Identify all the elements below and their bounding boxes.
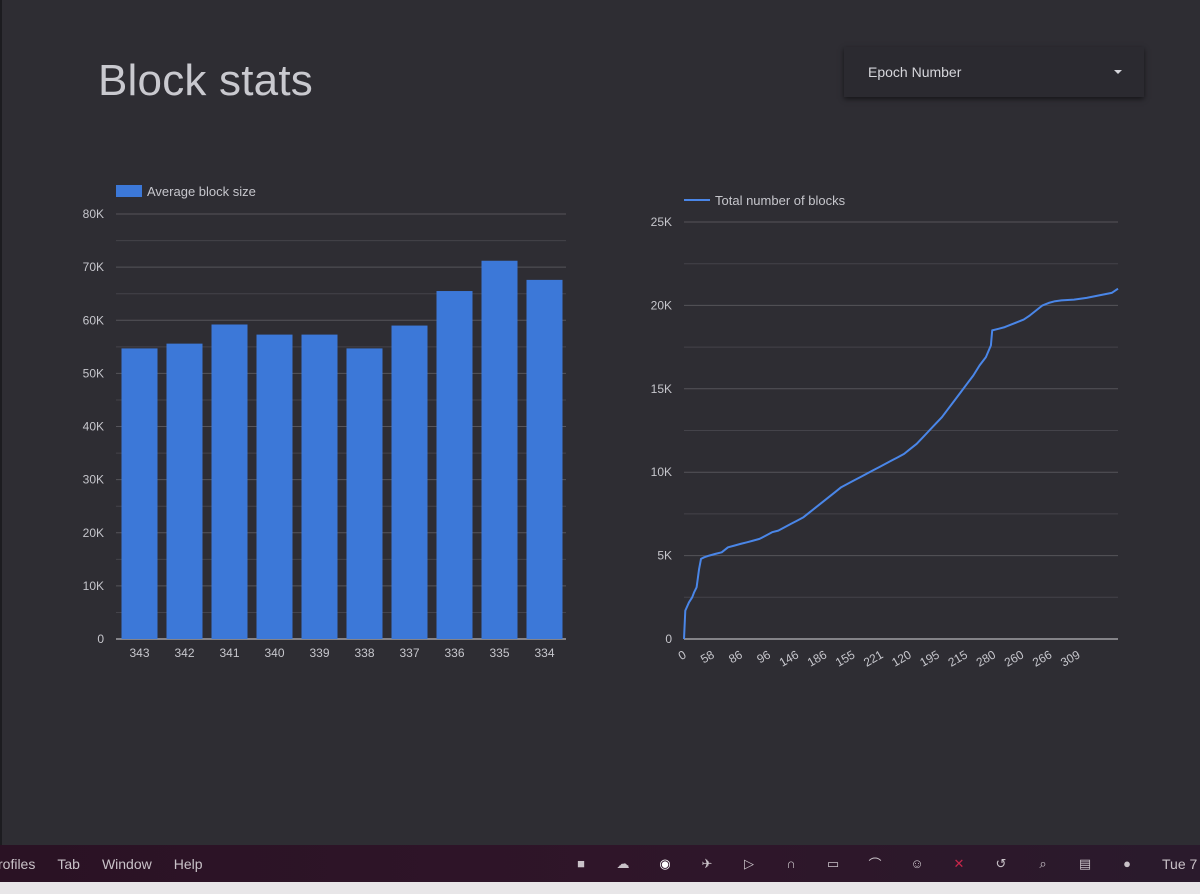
x-tick-label: 215	[946, 647, 971, 669]
x-tick-label: 96	[754, 647, 773, 666]
x-tick-label: 334	[534, 646, 554, 660]
bar[interactable]	[121, 348, 158, 639]
legend-label: Average block size	[147, 184, 256, 199]
y-tick-label: 10K	[83, 579, 104, 593]
x-tick-label: 58	[698, 647, 717, 666]
y-tick-label: 10K	[651, 465, 672, 479]
y-tick-label: 60K	[83, 313, 104, 327]
rocket-icon[interactable]: ✈	[701, 855, 713, 871]
charts-canvas: 0 10K 20K 30K 40K 50K 60K 70K 80K 343 342 341 340 339…	[83, 184, 1119, 670]
cloud-sync-icon[interactable]: ☁	[616, 855, 630, 871]
menu-item-rofiles[interactable]: rofiles	[0, 855, 36, 872]
caret-down-icon	[1114, 70, 1122, 74]
status-tray: ■ ☁ ◉ ✈ ▷ ∩ ▭ ⌒ ☺ ✕ ↺ ⌕ ▤ ●	[560, 854, 1148, 873]
eye-icon[interactable]: ◉	[659, 855, 671, 871]
bar[interactable]	[166, 343, 203, 639]
x-tick-label: 146	[777, 647, 802, 669]
bar-chart: 0 10K 20K 30K 40K 50K 60K 70K 80K 343 342 341 340 339…	[83, 184, 566, 660]
macos-menubar: rofiles Tab Window Help ■ ☁ ◉ ✈ ▷ ∩ ▭ ⌒ ☺ ✕ ↺ ⌕ ▤ ● Tue …	[0, 845, 1200, 882]
y-tick-label: 0	[665, 632, 672, 646]
headphones-icon[interactable]: ∩	[786, 856, 796, 871]
x-tick-label: 155	[833, 647, 858, 669]
epoch-dropdown-label: Epoch Number	[868, 64, 962, 80]
menu-item-tab[interactable]: Tab	[57, 855, 80, 872]
bar[interactable]	[391, 325, 428, 639]
y-tick-label: 50K	[83, 366, 104, 380]
y-tick-label: 30K	[83, 473, 104, 487]
bar[interactable]	[526, 279, 563, 639]
menu-item-window[interactable]: Window	[101, 855, 152, 872]
y-tick-label: 0	[97, 632, 104, 646]
x-tick-label: 342	[174, 646, 194, 660]
bar[interactable]	[256, 334, 293, 639]
menu-item-help[interactable]: Help	[173, 855, 203, 872]
x-tick-label: 337	[399, 646, 419, 660]
x-tick-label: 336	[444, 646, 464, 660]
x-tick-label: 86	[726, 647, 745, 666]
x-tick-label: 120	[889, 647, 914, 669]
user-icon[interactable]: ☺	[910, 856, 924, 871]
wifi-icon[interactable]: ⌒	[868, 857, 882, 872]
x-tick-label: 338	[354, 646, 374, 660]
bar[interactable]	[211, 324, 248, 640]
x-tick-label: 0	[676, 647, 689, 663]
window-edge	[0, 0, 2, 845]
x-tick-label: 221	[861, 647, 886, 669]
series-line[interactable]	[683, 287, 1119, 640]
shield-icon[interactable]: ■	[577, 856, 585, 871]
bar[interactable]	[481, 260, 518, 639]
y-tick-label: 5K	[657, 549, 672, 563]
bar[interactable]	[436, 291, 473, 639]
menubar-clock[interactable]: Tue 7	[1162, 855, 1198, 872]
legend-label: Total number of blocks	[715, 193, 846, 208]
y-tick-label: 20K	[83, 526, 104, 540]
bottom-strip	[0, 882, 1200, 894]
x-tick-label: 335	[489, 646, 509, 660]
y-tick-label: 20K	[651, 298, 672, 312]
flag-icon[interactable]: ✕	[953, 855, 965, 871]
y-tick-label: 25K	[651, 215, 672, 229]
x-tick-label: 340	[264, 646, 284, 660]
control-center-icon[interactable]: ▤	[1078, 855, 1092, 871]
legend-swatch	[116, 185, 142, 197]
y-tick-label: 80K	[83, 207, 104, 221]
siri-icon[interactable]: ●	[1123, 856, 1131, 871]
bar[interactable]	[301, 334, 338, 639]
x-tick-label: 343	[129, 646, 149, 660]
x-tick-label: 195	[917, 647, 942, 669]
line-chart: 0 5K 10K 15K 20K 25K 0 58 86 96 146 186 155 221 120 195…	[651, 193, 1119, 670]
x-tick-label: 260	[1002, 647, 1027, 669]
y-tick-label: 70K	[83, 260, 104, 274]
battery-icon[interactable]: ▭	[826, 855, 840, 871]
x-tick-label: 266	[1030, 647, 1055, 669]
page-title: Block stats	[98, 56, 313, 105]
x-tick-label: 309	[1058, 647, 1083, 669]
bar[interactable]	[346, 348, 383, 639]
y-tick-label: 15K	[651, 382, 672, 396]
x-tick-label: 339	[309, 646, 329, 660]
play-icon[interactable]: ▷	[744, 855, 754, 871]
y-tick-label: 40K	[83, 420, 104, 434]
history-icon[interactable]: ↺	[995, 855, 1007, 871]
search-icon[interactable]: ⌕	[1039, 855, 1047, 871]
menu-items: rofiles Tab Window Help	[0, 856, 225, 872]
epoch-number-dropdown[interactable]: Epoch Number	[844, 47, 1144, 97]
x-tick-label: 280	[974, 647, 999, 669]
x-tick-label: 341	[219, 646, 239, 660]
x-tick-label: 186	[805, 647, 830, 669]
